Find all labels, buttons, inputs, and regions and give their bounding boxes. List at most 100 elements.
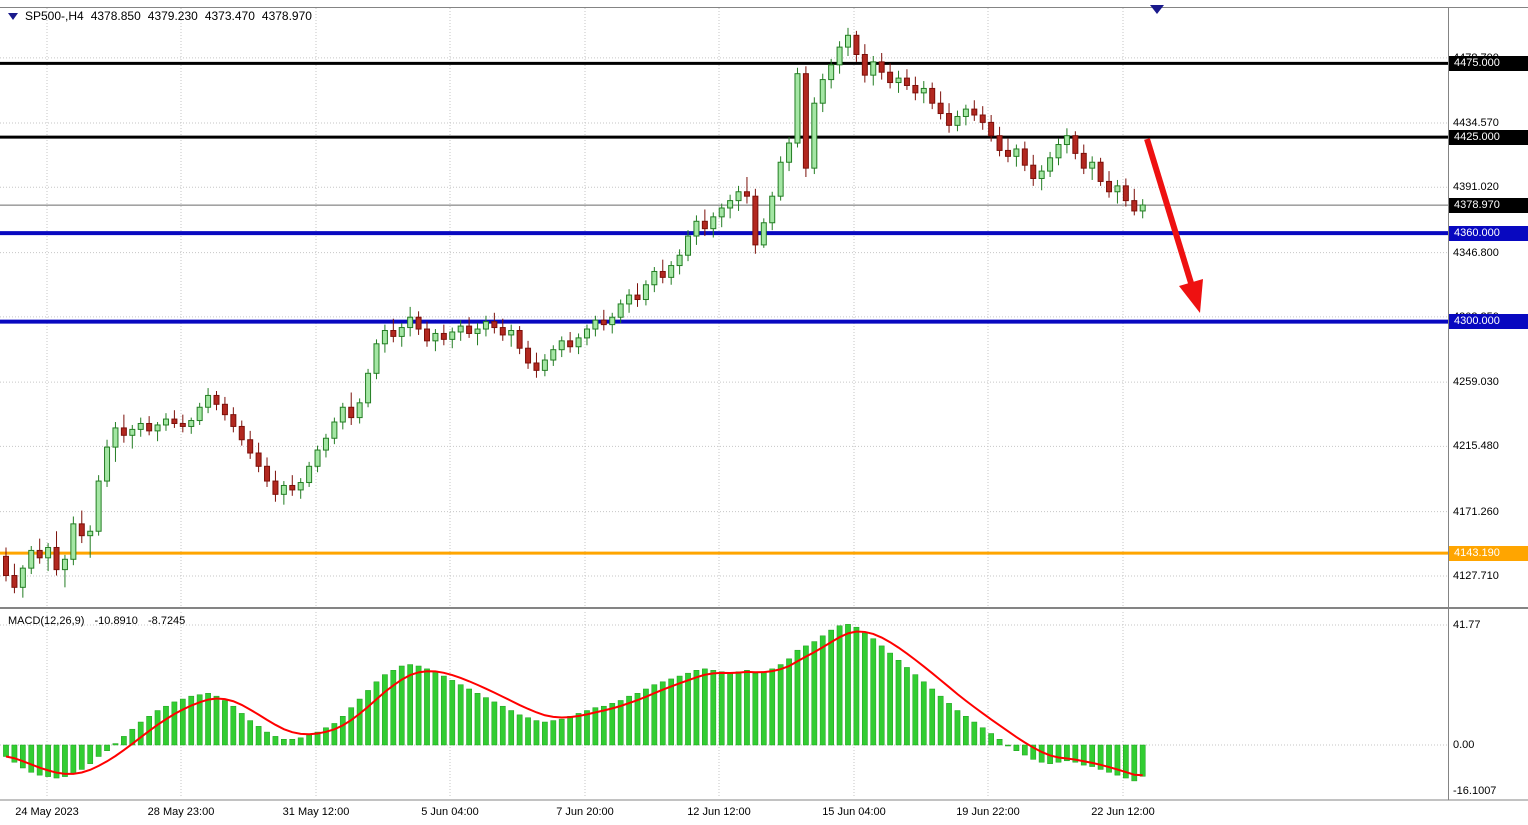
macd-histogram-bar: [28, 744, 35, 773]
macd-histogram-bar: [685, 672, 691, 746]
price-scale-label: 4215.480: [1453, 440, 1499, 453]
macd-histogram-bar: [584, 710, 590, 746]
time-axis-label: 22 Jun 12:00: [1091, 806, 1155, 818]
candle-body: [373, 343, 380, 374]
time-axis-label: 15 Jun 04:00: [822, 806, 886, 818]
macd-histogram-bar: [1114, 744, 1121, 776]
macd-histogram-bar: [390, 670, 397, 746]
trend-arrow-head: [1179, 279, 1203, 313]
candle-body: [920, 87, 927, 94]
macd-histogram-bar: [516, 714, 523, 746]
macd-histogram-bar: [1139, 744, 1146, 777]
candle-body: [474, 328, 481, 334]
macd-histogram-bar: [297, 737, 304, 746]
macd-histogram-bar: [449, 680, 456, 746]
candle-body: [1080, 152, 1087, 169]
candle-body: [516, 330, 523, 349]
candle-body: [786, 142, 793, 163]
candle-body: [878, 61, 885, 73]
candle-body: [247, 439, 254, 454]
candle-body: [828, 64, 835, 81]
candle-body: [929, 87, 936, 104]
trend-arrow-line: [1144, 138, 1194, 284]
candle-body: [407, 316, 414, 329]
candle-body: [19, 567, 26, 588]
macd-histogram-bar: [718, 671, 725, 746]
candle-body: [179, 422, 186, 427]
price-scale-label: 4259.030: [1453, 376, 1499, 389]
macd-histogram-bar: [407, 664, 414, 746]
macd-histogram-bar: [398, 665, 405, 746]
macd-histogram-bar: [937, 695, 944, 746]
candle-body: [693, 220, 700, 237]
macd-histogram-bar: [53, 744, 60, 779]
macd-histogram-bar: [491, 701, 498, 746]
candle-body: [264, 465, 271, 482]
candle-body: [1139, 204, 1146, 212]
candle-body: [819, 79, 826, 104]
candle-body: [583, 328, 590, 339]
macd-histogram-bar: [693, 670, 700, 746]
candle-body: [550, 349, 557, 361]
candle-body: [735, 191, 742, 202]
candle-body: [794, 73, 801, 144]
candle-body: [1131, 200, 1138, 212]
macd-histogram-bar: [811, 641, 818, 746]
candle-body: [87, 530, 94, 537]
macd-histogram-bar: [777, 664, 784, 746]
candle-body: [541, 359, 548, 371]
candle-body: [685, 235, 692, 256]
symbol-ohlc-info: SP500-,H4 4378.850 4379.230 4373.470 437…: [8, 9, 319, 23]
candle-body: [962, 108, 969, 117]
candle-body: [11, 575, 18, 588]
candle-body: [120, 427, 127, 436]
candle-body: [238, 425, 245, 441]
macd-histogram-bar: [440, 675, 447, 746]
candle-body: [70, 523, 77, 560]
price-scale-label: 4171.260: [1453, 505, 1499, 518]
macd-histogram-bar: [702, 668, 708, 746]
macd-histogram-bar: [912, 674, 919, 746]
candle-body: [600, 319, 607, 326]
candle-body: [3, 555, 9, 577]
macd-histogram-bar: [786, 658, 792, 746]
candle-body: [348, 406, 355, 419]
macd-histogram-bar: [474, 693, 481, 746]
macd-histogram-bar: [382, 674, 388, 746]
candle-body: [61, 558, 68, 571]
candle-body: [718, 207, 725, 218]
ohlc-close: 4378.970: [261, 9, 312, 23]
candle-body: [1063, 135, 1070, 146]
macd-label: MACD(12,26,9): [8, 615, 85, 627]
macd-histogram-bar: [617, 700, 624, 746]
macd-histogram-bar: [542, 721, 548, 746]
macd-histogram-bar: [255, 726, 262, 746]
macd-histogram-bar: [946, 703, 952, 746]
ohlc-low: 4373.470: [204, 9, 255, 23]
macd-histogram-bar: [179, 698, 186, 746]
candle-body: [1089, 161, 1096, 169]
candle-body: [491, 321, 498, 329]
macd-histogram-bar: [1005, 744, 1011, 747]
macd-histogram-bar: [819, 635, 826, 746]
macd-histogram-bar: [163, 705, 169, 746]
macd-histogram-bar: [154, 710, 161, 746]
macd-histogram-bar: [592, 707, 599, 746]
macd-histogram-bar: [988, 733, 994, 746]
candle-body: [1047, 157, 1054, 172]
macd-histogram-bar: [331, 723, 338, 746]
macd-histogram-bar: [1072, 744, 1079, 763]
macd-histogram-bar: [861, 632, 868, 746]
macd-histogram-bar: [11, 744, 18, 763]
macd-histogram-bar: [365, 690, 371, 746]
candle-body: [162, 418, 169, 426]
candle-body: [28, 549, 35, 569]
candle-body: [339, 406, 346, 423]
candle-body: [836, 46, 843, 66]
time-axis-label: 24 May 2023: [15, 806, 79, 818]
price-scale-label: 4434.570: [1453, 117, 1499, 130]
candle-body: [1106, 180, 1113, 193]
macd-histogram-bar: [845, 624, 851, 746]
